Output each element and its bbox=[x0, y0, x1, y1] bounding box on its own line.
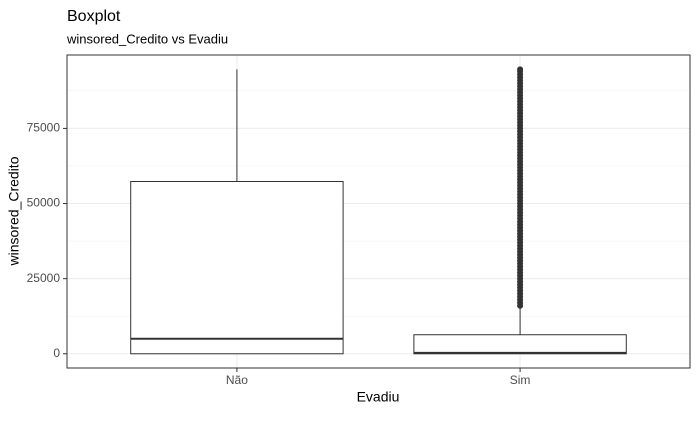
x-tick-label: Sim bbox=[510, 373, 531, 387]
y-axis-label: winsored_Credito bbox=[6, 156, 22, 266]
box bbox=[413, 334, 627, 355]
x-axis-label: Evadiu bbox=[357, 389, 400, 405]
box bbox=[130, 181, 344, 355]
panel-border bbox=[66, 54, 691, 369]
y-tick-label: 25000 bbox=[27, 271, 61, 285]
y-tick-label: 50000 bbox=[27, 196, 61, 210]
x-tick-label: Não bbox=[226, 373, 248, 387]
chart-title: Boxplot bbox=[67, 8, 121, 25]
chart-subtitle: winsored_Credito vs Evadiu bbox=[66, 31, 228, 46]
y-tick-label: 0 bbox=[53, 346, 60, 360]
outlier bbox=[517, 66, 524, 73]
y-tick-label: 75000 bbox=[27, 121, 61, 135]
